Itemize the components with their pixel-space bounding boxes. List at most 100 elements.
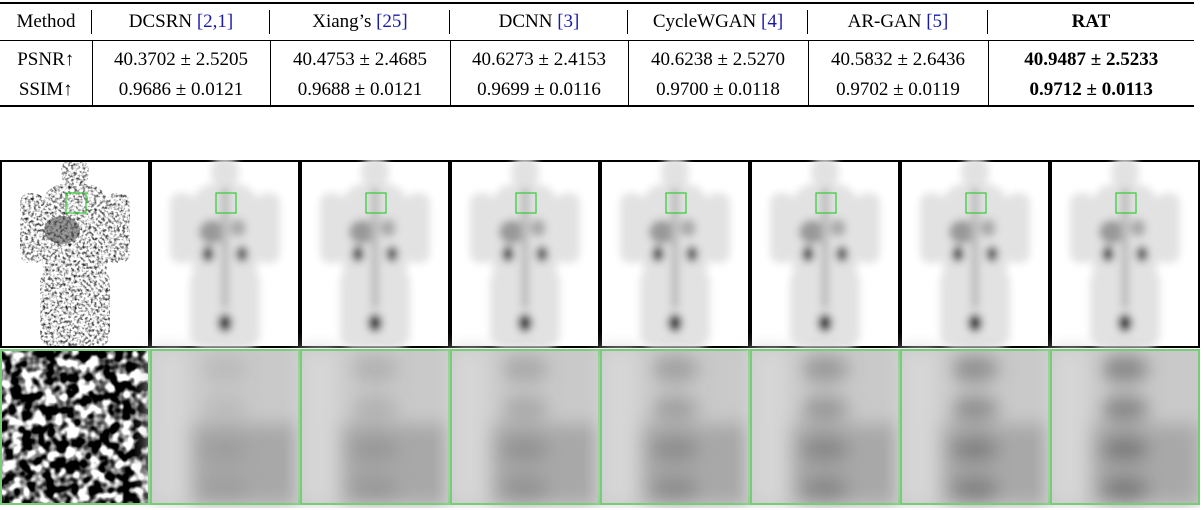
kidney-l [802,246,814,262]
vertebra [651,396,699,422]
whole-body-image [750,160,900,348]
vertebra [801,476,849,502]
light-region [150,349,190,505]
spine [1121,188,1129,308]
metric-cell: 0.9688 ± 0.0121 [270,75,451,107]
citation: [3] [557,11,580,32]
vertebra [201,476,249,502]
metric-row: SSIM↑ 0.9686 ± 0.0121 0.9688 ± 0.0121 0.969… [0,75,1194,107]
heart [530,219,546,237]
header-row: Method DCSRN [2,1] Xiang’s [25] DCNN [3] Cyc… [0,2,1194,41]
patch-border [900,349,1050,505]
zoom-patch [750,349,900,505]
liver [799,220,825,244]
zoom-patch [1050,349,1200,505]
roi-box [65,192,87,214]
heart [230,219,246,237]
kidney-r [386,246,398,262]
metric-cell: 0.9712 ± 0.0113 [988,75,1194,107]
header-cell: RAT [988,2,1194,41]
metric-cell: 0.9700 ± 0.0118 [628,75,809,107]
kidney-l [202,246,214,262]
vertebra [951,436,999,462]
metric-cell: PSNR↑ [0,40,93,75]
bladder [968,314,982,332]
spine [371,188,379,308]
vertebra [501,356,549,382]
patch-border [1050,349,1200,505]
kidney-r [236,246,248,262]
spine [521,188,529,308]
patch-noise [1,350,149,504]
vertebra [501,396,549,422]
method-name: RAT [1071,11,1111,32]
vertebra [1101,396,1149,422]
patch-content [150,349,300,505]
light-region [600,349,640,505]
vertebra [201,396,249,422]
heart [680,219,696,237]
whole-body-image [300,160,450,348]
metric-cell: 40.5832 ± 2.6436 [808,40,989,75]
vertebra [351,476,399,502]
spine [971,188,979,308]
method-name: CycleWGAN [652,11,757,32]
whole-body-image [1050,160,1200,348]
method-name: AR-GAN [847,11,922,32]
patch-content [600,349,750,505]
roi-box [1115,192,1137,214]
metric-cell: 40.6273 ± 2.4153 [450,40,629,75]
metric-cell: 40.6238 ± 2.5270 [628,40,809,75]
kidney-l [652,246,664,262]
vertebra [201,436,249,462]
metric-row: PSNR↑ 40.3702 ± 2.5205 40.4753 ± 2.4685 40.… [0,40,1194,75]
roi-box [215,192,237,214]
header-cell: Xiang’s [25] [270,2,450,41]
vertebra [651,436,699,462]
whole-body-image [450,160,600,348]
patch-border [450,349,600,505]
roi-box [965,192,987,214]
metric-cell: 40.9487 ± 2.5233 [1024,49,1159,70]
kidney-l [952,246,964,262]
patch-content [750,349,900,505]
kidney-r [986,246,998,262]
citation: [25] [376,11,408,32]
citation: [2,1] [196,11,234,32]
patch-content [900,349,1050,505]
vertebra [951,356,999,382]
kidney-l [352,246,364,262]
light-region [900,349,940,505]
method-name: DCNN [498,11,553,32]
metric-cell: 0.9702 ± 0.0119 [808,75,989,107]
vertebra [1101,356,1149,382]
vertebra [351,356,399,382]
patch-border [300,349,450,505]
vertebra [951,476,999,502]
citation: [5] [926,11,949,32]
roi-box [365,192,387,214]
heart [980,219,996,237]
patch-content [1050,349,1200,505]
metric-cell: 0.9699 ± 0.0116 [450,75,629,107]
vertebra [1101,476,1149,502]
citation: [4] [761,11,784,32]
kidney-l [502,246,514,262]
header-cell: DCNN [3] [450,2,628,41]
liver [199,220,225,244]
liver [44,216,80,244]
spine [821,188,829,308]
patch-border [600,349,750,505]
patch-border [0,349,150,505]
vertebra [651,356,699,382]
liver [649,220,675,244]
metric-cell: 40.3702 ± 2.5205 [92,40,271,75]
bladder [518,314,532,332]
method-name: DCSRN [128,11,193,32]
light-region [450,349,490,505]
bladder [1118,314,1132,332]
patch-border [750,349,900,505]
vertebra [201,356,249,382]
light-region [300,349,340,505]
patch-border [150,349,300,505]
